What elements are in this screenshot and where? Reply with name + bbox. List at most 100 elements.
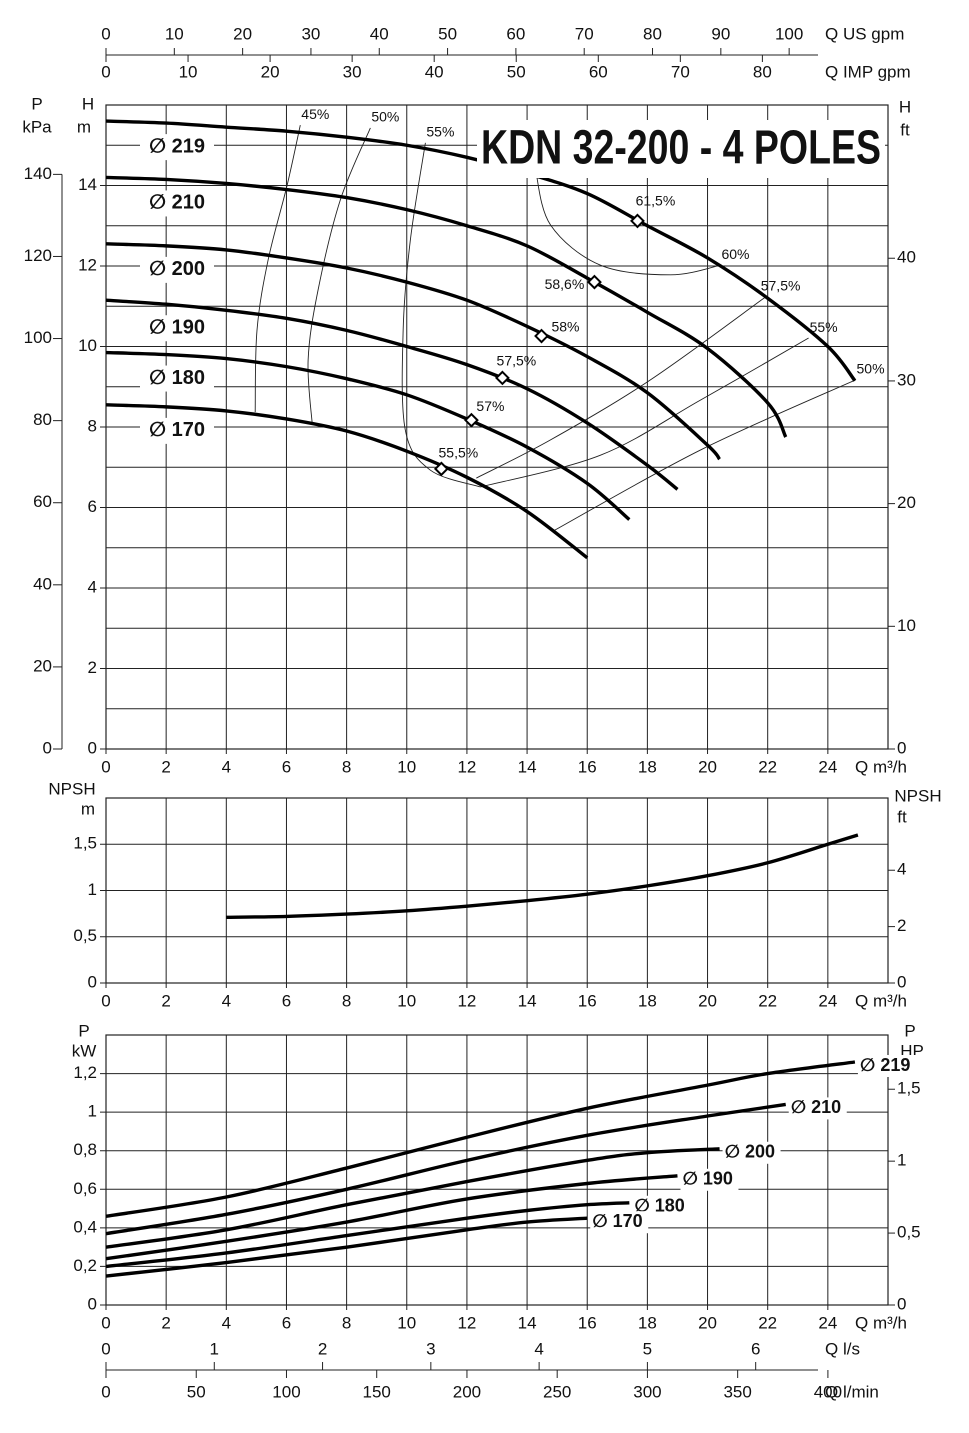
secondary-tick-label: 50 xyxy=(507,62,526,81)
x-tick-label: 0 xyxy=(101,1313,110,1332)
secondary-axis-label: Q US gpm xyxy=(825,24,904,43)
secondary-tick-label: 4 xyxy=(534,1339,543,1358)
y2-tick-label: 1 xyxy=(897,1151,906,1170)
secondary-tick-label: 20 xyxy=(261,62,280,81)
x-tick-label: 18 xyxy=(638,757,657,776)
bep-marker xyxy=(494,370,510,386)
y2-tick-label: 0 xyxy=(897,1294,906,1313)
y3-tick-label: 60 xyxy=(33,492,52,511)
x-tick-label: 24 xyxy=(818,991,837,1010)
curve xyxy=(105,1216,588,1278)
diameter-label: ∅ 219 xyxy=(860,1055,910,1075)
diameter-label: ∅ 219 xyxy=(149,135,205,157)
bep-marker xyxy=(587,274,602,290)
x-tick-label: 14 xyxy=(518,991,537,1010)
curve xyxy=(226,833,859,920)
label-bg xyxy=(140,134,214,161)
y3-tick-label: 120 xyxy=(24,246,52,265)
x-tick-label: 22 xyxy=(758,757,777,776)
secondary-tick-label: 40 xyxy=(370,24,389,43)
x-tick-label: 2 xyxy=(161,757,170,776)
x-tick-label: 8 xyxy=(342,757,351,776)
secondary-tick-label: 10 xyxy=(179,62,198,81)
secondary-tick-label: 0 xyxy=(101,1382,110,1401)
y3-tick-label: 0 xyxy=(43,738,52,757)
secondary-tick-label: 0 xyxy=(101,1339,110,1358)
secondary-tick-label: 1 xyxy=(210,1339,219,1358)
diameter-label: ∅ 170 xyxy=(592,1211,642,1231)
y2-tick-label: 0,5 xyxy=(897,1223,921,1242)
bep-label: 57% xyxy=(476,398,504,414)
y2-axis-label: P xyxy=(904,1021,915,1040)
x-tick-label: 18 xyxy=(638,991,657,1010)
diameter-label: ∅ 210 xyxy=(149,192,205,214)
secondary-tick-label: 40 xyxy=(425,62,444,81)
secondary-tick-label: 350 xyxy=(723,1382,751,1401)
x-tick-label: 2 xyxy=(161,991,170,1010)
label-bg xyxy=(722,1141,781,1164)
y3-tick-label: 20 xyxy=(33,656,52,675)
plot-frame xyxy=(105,104,889,750)
efficiency-curve xyxy=(535,169,721,276)
y-axis-label: NPSH xyxy=(48,779,95,798)
y-tick-label: 0 xyxy=(88,972,97,991)
x-tick-label: 24 xyxy=(818,1313,837,1332)
title-bg xyxy=(477,120,885,178)
diameter-label: ∅ 180 xyxy=(634,1196,684,1216)
y-axis-unit: m xyxy=(81,799,95,818)
label-bg xyxy=(680,1168,739,1191)
label-bg xyxy=(140,417,214,444)
x-tick-label: 12 xyxy=(457,757,476,776)
efficiency-label: 60% xyxy=(721,246,749,262)
x-tick-label: 18 xyxy=(638,1313,657,1332)
secondary-axis-label: Q l/min xyxy=(825,1382,879,1401)
y-tick-label: 0,8 xyxy=(73,1140,97,1159)
efficiency-curve xyxy=(307,127,371,426)
plot-frame xyxy=(105,1034,889,1306)
plot-frame xyxy=(105,797,889,984)
y-tick-label: 2 xyxy=(88,658,97,677)
x-axis-label: Q m³/h xyxy=(855,757,907,776)
y-tick-label: 0,2 xyxy=(73,1256,97,1275)
secondary-tick-label: 50 xyxy=(438,24,457,43)
x-tick-label: 20 xyxy=(698,757,717,776)
label-bg xyxy=(788,1097,847,1120)
bep-label: 61,5% xyxy=(636,193,676,209)
x-tick-label: 12 xyxy=(457,1313,476,1332)
x-tick-label: 14 xyxy=(518,757,537,776)
curve xyxy=(105,298,679,491)
secondary-tick-label: 100 xyxy=(272,1382,300,1401)
diameter-label: ∅ 200 xyxy=(149,258,205,280)
x-tick-label: 6 xyxy=(282,757,291,776)
bep-marker xyxy=(433,461,449,477)
secondary-tick-label: 90 xyxy=(711,24,730,43)
secondary-tick-label: 60 xyxy=(589,62,608,81)
secondary-tick-label: 50 xyxy=(187,1382,206,1401)
x-tick-label: 8 xyxy=(342,1313,351,1332)
y2-tick-label: 2 xyxy=(897,916,906,935)
y2-tick-label: 0 xyxy=(897,738,906,757)
y3-tick-label: 80 xyxy=(33,410,52,429)
diameter-label: ∅ 180 xyxy=(149,367,205,389)
x-tick-label: 24 xyxy=(818,757,837,776)
x-tick-label: 0 xyxy=(101,991,110,1010)
y-tick-label: 0,4 xyxy=(73,1217,97,1236)
secondary-tick-label: 3 xyxy=(426,1339,435,1358)
diameter-label: ∅ 200 xyxy=(725,1142,775,1162)
efficiency-label: 50% xyxy=(371,109,399,125)
x-tick-label: 6 xyxy=(282,991,291,1010)
y2-tick-label: 10 xyxy=(897,616,916,635)
curve xyxy=(105,350,631,521)
x-tick-label: 2 xyxy=(161,1313,170,1332)
x-tick-label: 10 xyxy=(397,757,416,776)
secondary-tick-label: 150 xyxy=(363,1382,391,1401)
y-tick-label: 4 xyxy=(88,577,97,596)
y-tick-label: 14 xyxy=(78,175,97,194)
x-tick-label: 4 xyxy=(222,991,231,1010)
secondary-tick-label: 5 xyxy=(643,1339,652,1358)
label-bg xyxy=(140,256,214,283)
bep-label: 58,6% xyxy=(545,276,585,292)
efficiency-label: 55% xyxy=(426,124,454,140)
y2-axis-label: H xyxy=(899,97,911,116)
curve xyxy=(105,1102,786,1236)
